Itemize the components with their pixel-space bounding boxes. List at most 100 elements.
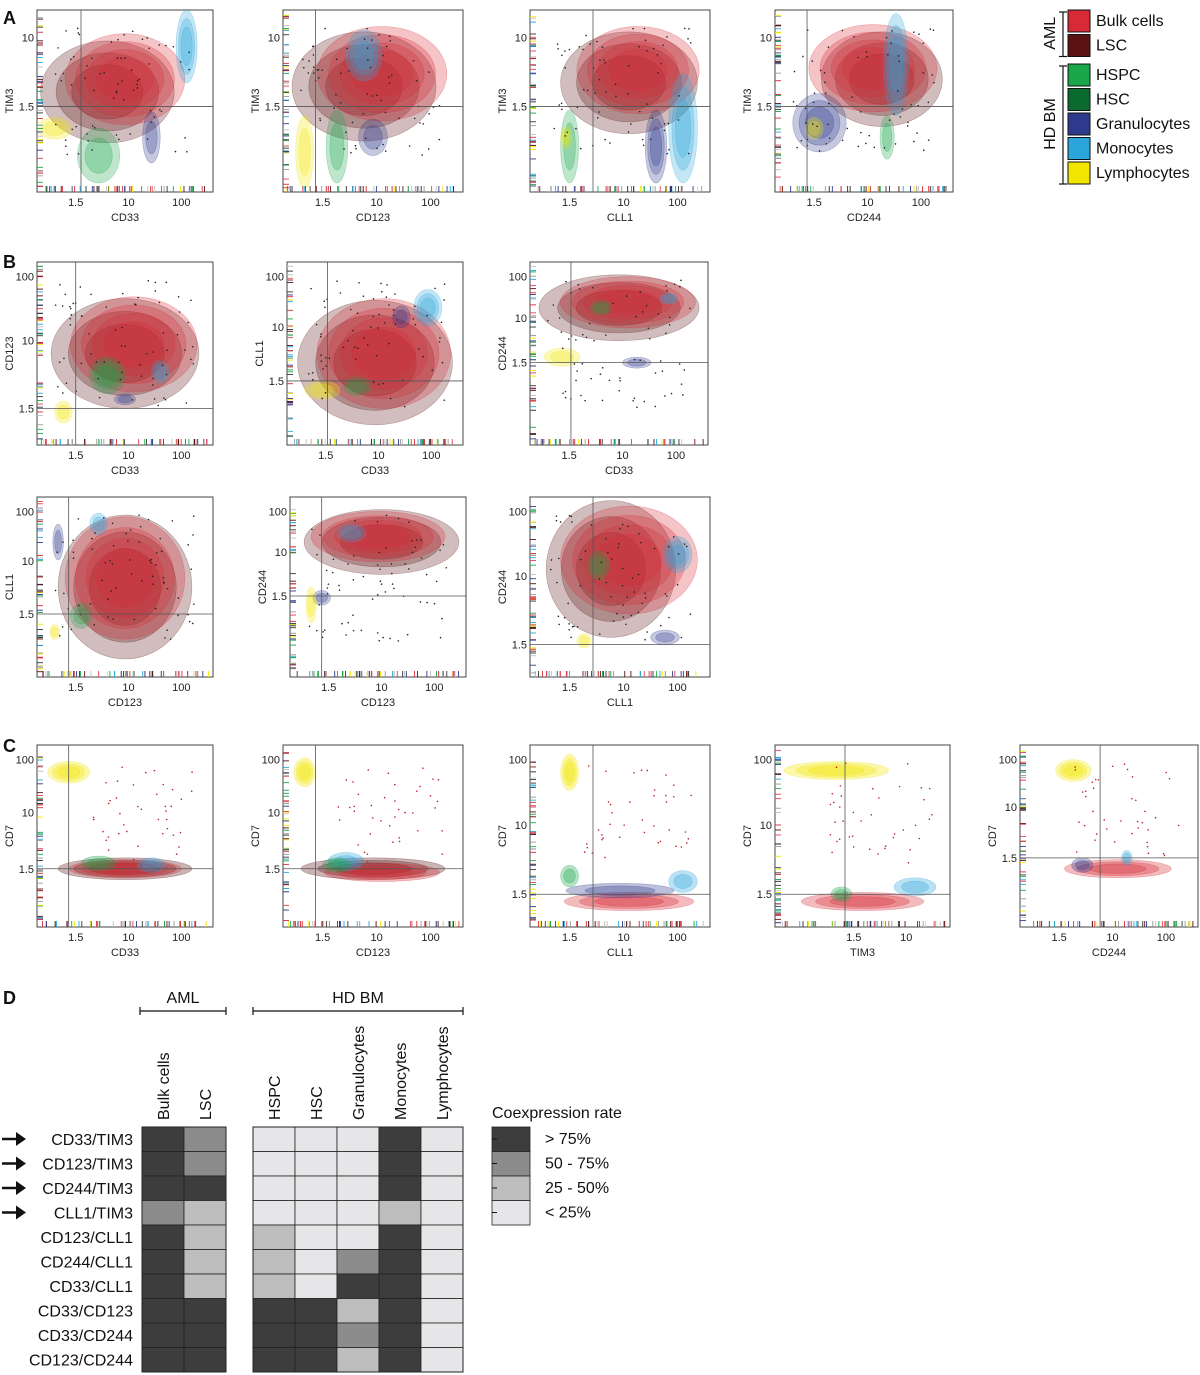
event-dot: [1120, 820, 1122, 822]
density-contour: [178, 18, 195, 75]
event-dot: [434, 287, 436, 290]
density-contour: [560, 505, 698, 615]
event-dot: [157, 404, 160, 407]
event-dot: [178, 311, 181, 313]
event-dot: [564, 50, 566, 52]
event-dot: [126, 830, 128, 833]
event-dot: [1154, 816, 1157, 819]
event-dot: [64, 139, 67, 141]
y-tick-label: 1.5: [1002, 853, 1017, 865]
scatter-plot-c-3: 1.5 10 100 1.5 10 100 CLL1 CD7: [497, 744, 711, 959]
event-dot: [102, 830, 104, 833]
event-dot: [601, 399, 604, 402]
heatmap-cell: [420, 1200, 464, 1226]
event-dot: [311, 528, 313, 531]
event-dot: [370, 804, 373, 807]
event-dot: [130, 69, 133, 72]
event-dot: [339, 72, 342, 74]
event-dot: [561, 108, 563, 111]
density-contour: [559, 276, 696, 329]
x-tick-label: 10: [616, 450, 628, 462]
x-tick-label: 10: [900, 932, 912, 944]
column-label: Granulocytes: [351, 1026, 368, 1120]
event-dot: [107, 802, 110, 805]
event-dot: [680, 846, 683, 848]
x-tick-label: 100: [425, 682, 443, 694]
event-dot: [568, 514, 571, 517]
event-dot: [907, 121, 909, 124]
event-dot: [118, 832, 120, 835]
event-dot: [398, 117, 400, 120]
density-layer: [303, 509, 460, 642]
event-dot: [621, 523, 624, 526]
event-dot: [384, 591, 387, 593]
legend-swatch: [1067, 137, 1091, 160]
event-dot: [899, 116, 902, 118]
event-dot: [394, 323, 397, 325]
heatmap-cell: [294, 1322, 338, 1348]
density-contour: [175, 10, 198, 84]
event-dot: [679, 285, 681, 288]
event-dot: [602, 837, 604, 839]
density-contour: [808, 24, 938, 113]
event-dot: [311, 372, 314, 374]
event-dot: [65, 382, 68, 384]
event-dot: [593, 339, 595, 342]
row-label: CD123/CD244: [29, 1353, 133, 1370]
heatmap-cell: [294, 1175, 338, 1201]
y-axis-label: CD244: [497, 570, 509, 604]
event-dot: [564, 396, 567, 399]
event-dot: [604, 856, 606, 859]
density-contour: [413, 289, 443, 327]
event-dot: [912, 31, 915, 33]
event-dot: [573, 363, 576, 365]
event-dot: [891, 30, 893, 32]
density-contour: [889, 37, 903, 93]
event-dot: [582, 333, 584, 336]
heatmap-cell: [336, 1347, 380, 1373]
legend-swatch: [1067, 112, 1091, 136]
event-dot: [190, 299, 192, 302]
event-dot: [349, 308, 352, 311]
scatter-plot-b-2: 1.5 10 100 1.5 10 100 CD33 CLL1: [254, 261, 464, 477]
y-axis-label: CD123: [4, 336, 16, 370]
density-contour: [675, 98, 691, 158]
event-dot: [665, 774, 667, 776]
event-dot: [894, 143, 897, 145]
event-dot: [153, 398, 156, 400]
event-dot: [558, 104, 561, 106]
event-dot: [119, 378, 122, 381]
density-contour: [70, 296, 198, 393]
event-dot: [641, 602, 643, 605]
event-dot: [366, 93, 369, 95]
row-label: CD33/CD123: [38, 1304, 133, 1321]
event-dot: [397, 517, 400, 520]
event-dot: [811, 60, 814, 62]
x-tick-label: 100: [668, 932, 686, 944]
event-dot: [166, 349, 168, 352]
event-dot: [641, 311, 644, 313]
event-dot: [87, 140, 90, 142]
density-contour: [644, 109, 668, 184]
density-contour: [608, 49, 668, 92]
event-dot: [175, 853, 178, 856]
scatter-plot-b-1: 1.5 10 100 1.5 10 100 CD33 CD123: [4, 261, 214, 477]
density-contour: [92, 516, 105, 532]
x-tick-label: 100: [668, 682, 686, 694]
event-dot: [122, 98, 125, 101]
x-tick-label: 100: [667, 450, 685, 462]
x-tick-label: 100: [421, 932, 439, 944]
event-dot: [155, 793, 158, 796]
event-dot: [115, 587, 117, 589]
event-dot: [673, 283, 676, 285]
event-dot: [367, 59, 369, 62]
density-contour: [392, 305, 411, 329]
event-dot: [659, 624, 662, 627]
event-dot: [637, 573, 640, 576]
event-dot: [391, 572, 393, 575]
event-dot: [438, 138, 441, 141]
legend-item-label: HSPC: [1096, 67, 1140, 84]
density-contour: [340, 317, 428, 390]
event-dot: [438, 340, 441, 343]
event-dot: [93, 126, 96, 129]
